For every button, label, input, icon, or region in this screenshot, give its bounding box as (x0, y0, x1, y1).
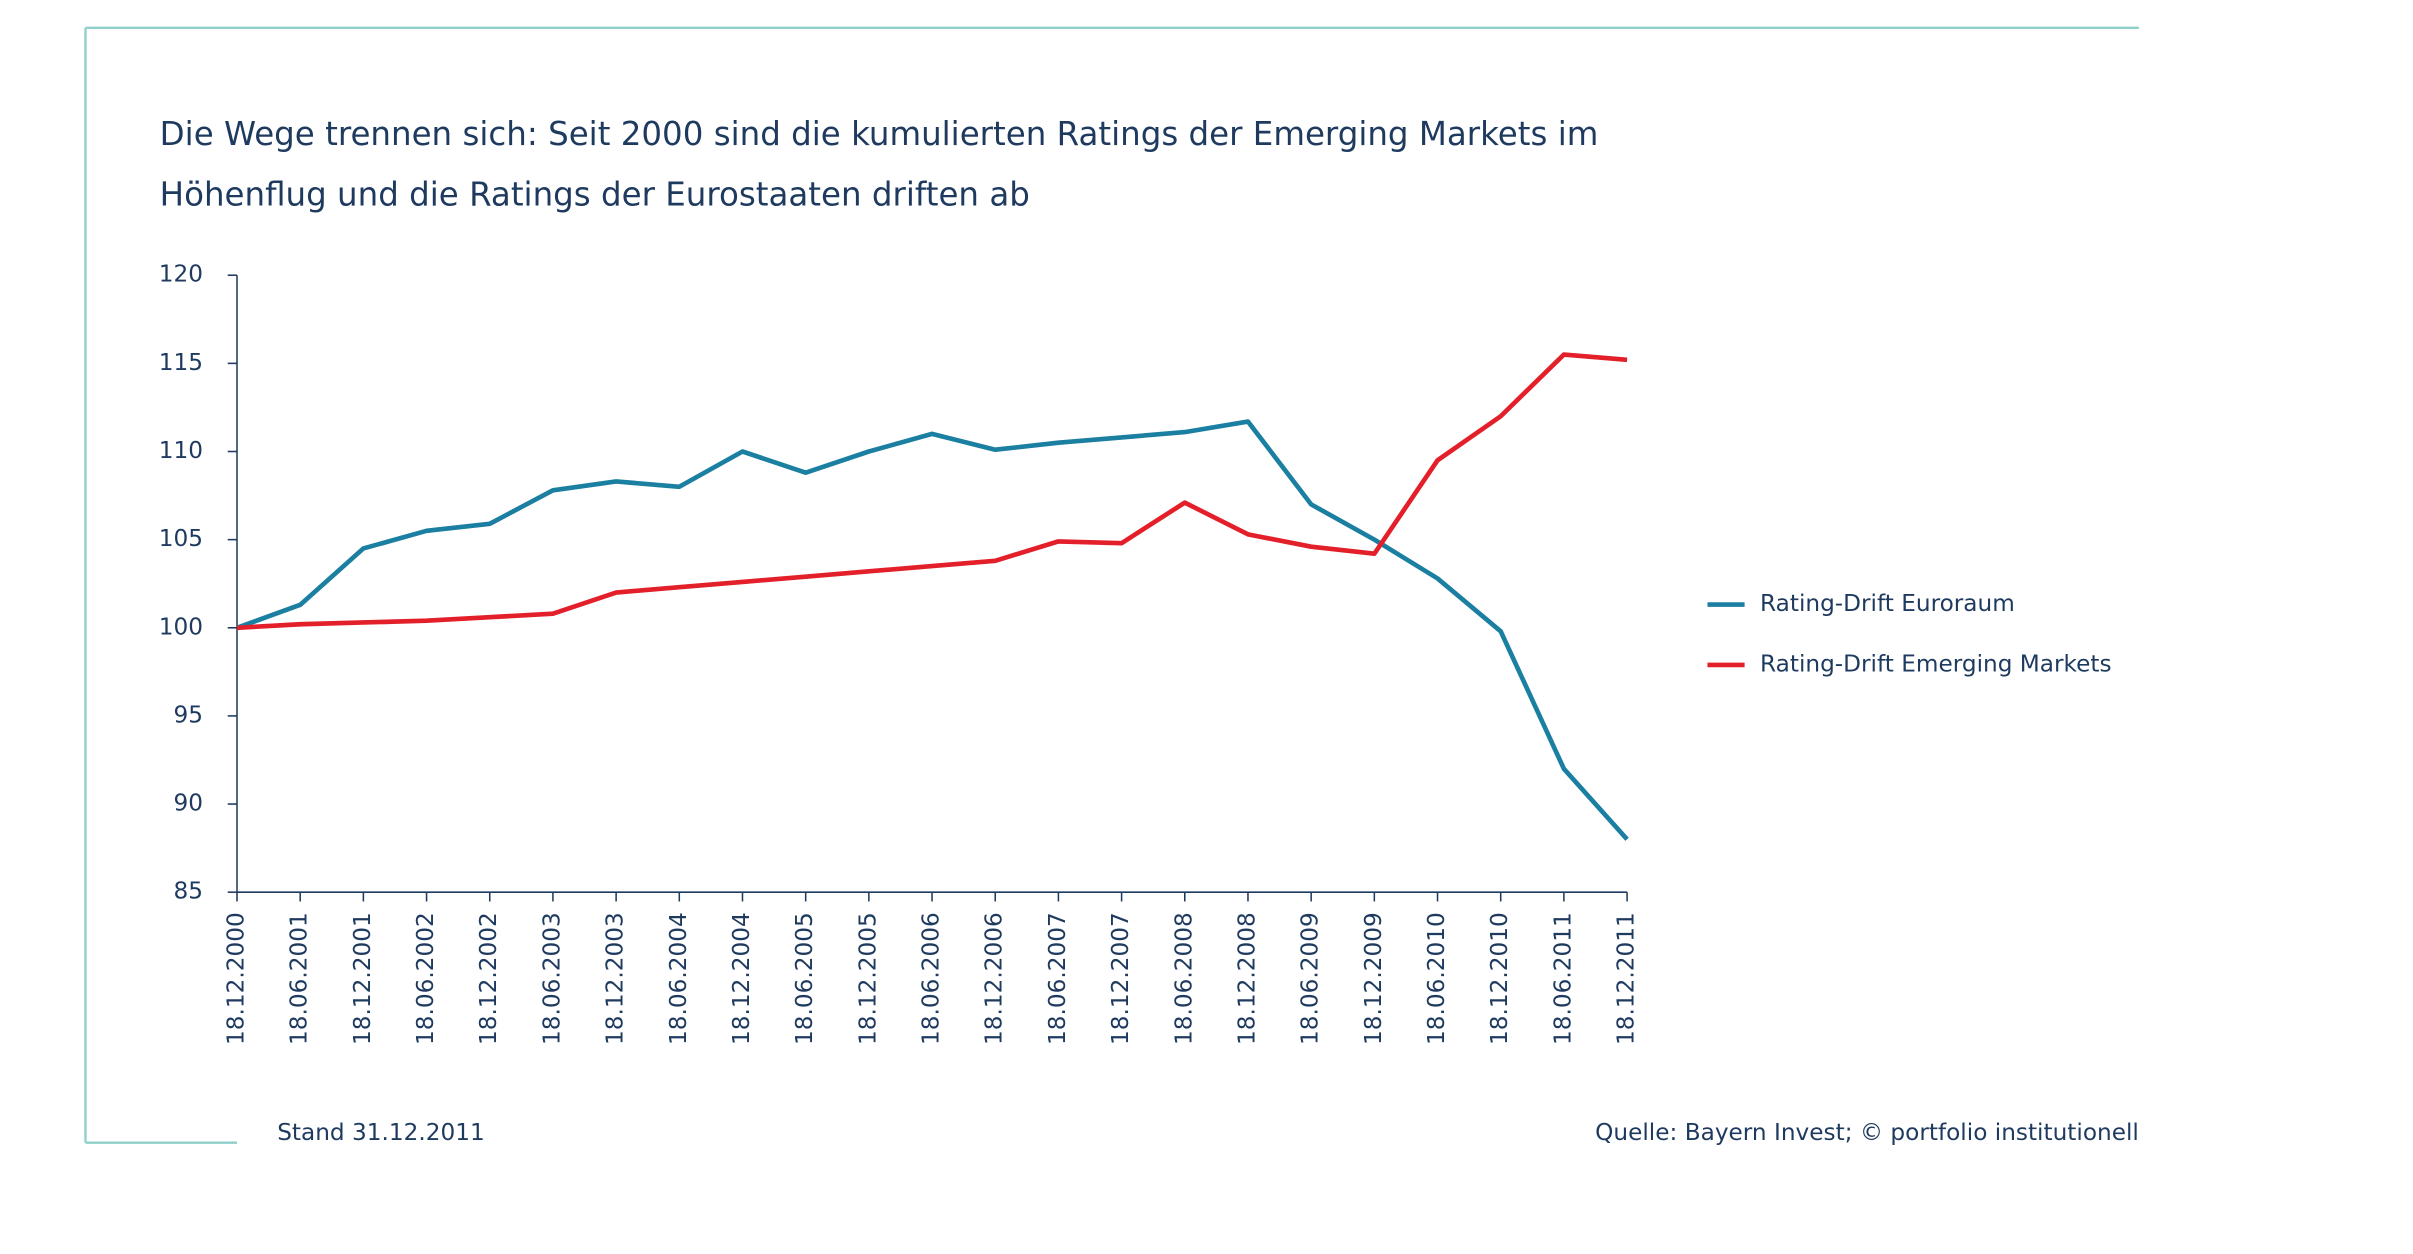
source: Quelle: Bayern Invest; © portfolio insti… (1595, 1119, 2139, 1146)
x-tick-label: 18.06.2007 (1044, 912, 1071, 1045)
x-tick-label: 18.06.2005 (791, 912, 818, 1045)
series-line (236, 419, 1629, 841)
x-tick-label: 18.12.2009 (1360, 912, 1387, 1045)
y-tick-label: 120 (159, 261, 203, 288)
note: Stand 31.12.2011 (277, 1119, 485, 1146)
x-tick-label: 18.12.2002 (475, 912, 502, 1045)
x-tick-label: 18.06.2004 (665, 912, 692, 1045)
y-tick-label: 115 (159, 349, 203, 376)
x-tick-label: 18.12.2008 (1233, 912, 1260, 1045)
x-tick-label: 18.12.2000 (223, 912, 250, 1045)
legend-label: Rating-Drift Euroraum (1760, 590, 2015, 617)
chart-title: Höhenflug und die Ratings der Eurostaate… (160, 175, 1030, 213)
x-tick-label: 18.12.2007 (1107, 912, 1134, 1045)
x-tick-label: 18.12.2001 (349, 912, 376, 1045)
y-tick-label: 110 (159, 437, 203, 464)
y-tick-label: 105 (159, 525, 203, 552)
x-tick-label: 18.12.2005 (854, 912, 881, 1045)
y-tick-label: 85 (173, 878, 203, 905)
x-tick-label: 18.12.2003 (602, 912, 629, 1045)
x-tick-label: 18.12.2004 (728, 912, 755, 1045)
x-tick-label: 18.12.2006 (981, 912, 1008, 1045)
x-tick-label: 18.06.2001 (286, 912, 313, 1045)
x-tick-label: 18.12.2010 (1486, 912, 1513, 1045)
x-tick-label: 18.06.2002 (412, 912, 439, 1045)
x-tick-label: 18.06.2003 (538, 912, 565, 1045)
chart-title: Die Wege trennen sich: Seit 2000 sind di… (160, 115, 1599, 153)
x-tick-label: 18.06.2006 (918, 912, 945, 1045)
x-tick-label: 18.06.2009 (1297, 912, 1324, 1045)
legend-label: Rating-Drift Emerging Markets (1760, 650, 2112, 677)
y-tick-label: 90 (173, 790, 203, 817)
series-line (236, 352, 1628, 631)
x-tick-label: 18.12.2011 (1613, 912, 1640, 1045)
y-tick-label: 95 (173, 701, 203, 728)
x-tick-label: 18.06.2010 (1423, 912, 1450, 1045)
x-tick-label: 18.06.2011 (1549, 912, 1576, 1045)
x-tick-label: 18.06.2008 (1170, 912, 1197, 1045)
y-tick-label: 100 (159, 613, 203, 640)
